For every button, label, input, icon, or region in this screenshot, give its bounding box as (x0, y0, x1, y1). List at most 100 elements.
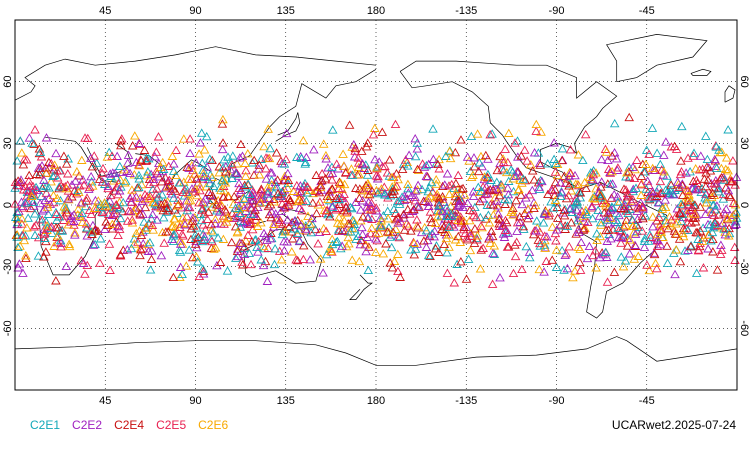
occultation-marker (367, 214, 377, 223)
occultation-marker (555, 191, 566, 201)
occultation-marker (619, 204, 629, 213)
occultation-marker (405, 209, 415, 218)
occultation-marker (409, 204, 419, 214)
occultation-marker (191, 252, 202, 261)
occultation-marker (86, 176, 97, 186)
occultation-marker (696, 151, 706, 160)
occultation-marker (284, 222, 294, 231)
occultation-marker (623, 201, 634, 211)
occultation-marker (615, 196, 625, 206)
occultation-marker (271, 181, 282, 191)
occultation-marker (305, 254, 315, 264)
occultation-marker (633, 251, 644, 260)
occultation-marker (655, 176, 666, 186)
occultation-marker (296, 153, 307, 163)
occultation-marker (39, 204, 50, 213)
occultation-marker (710, 219, 720, 228)
occultation-marker (571, 205, 582, 214)
occultation-marker (406, 245, 416, 254)
occultation-marker (452, 259, 462, 268)
axis-ticks: 45 45 90 90 135 135 180 180 -135 -135 -90 -90 -45 -45… (2, 5, 750, 407)
occultation-marker (453, 231, 464, 241)
occultation-marker (683, 199, 694, 209)
occultation-marker (469, 153, 479, 162)
occultation-marker (446, 179, 457, 189)
coastline (14, 336, 738, 366)
occultation-marker (143, 167, 153, 176)
occultation-marker (235, 208, 245, 217)
occultation-marker (563, 190, 574, 200)
latitude-label: 30 (738, 137, 750, 149)
occultation-marker (226, 237, 237, 247)
occultation-marker (49, 160, 60, 169)
occultation-marker (393, 249, 403, 258)
occultation-marker (363, 180, 373, 190)
occultation-marker (462, 152, 473, 161)
occultation-marker (93, 196, 104, 205)
occultation-marker (231, 168, 241, 177)
occultation-marker (721, 204, 731, 213)
occultation-marker (263, 201, 274, 211)
occultation-marker (237, 257, 247, 266)
occultation-marker (259, 141, 269, 151)
occultation-marker (364, 242, 374, 251)
occultation-marker (612, 165, 623, 174)
occultation-marker (674, 182, 684, 192)
occultation-marker (419, 236, 429, 245)
occultation-marker (466, 231, 477, 241)
occultation-marker (391, 168, 402, 178)
occultation-marker (551, 245, 562, 254)
occultation-marker (287, 247, 297, 256)
occultation-marker (40, 233, 50, 242)
occultation-marker (142, 191, 152, 201)
occultation-marker (178, 187, 188, 197)
occultation-marker (709, 210, 719, 220)
occultation-marker (488, 210, 499, 219)
occultation-marker (722, 213, 733, 222)
occultation-marker (636, 179, 646, 189)
occultation-marker (34, 170, 45, 179)
occultation-marker (215, 183, 225, 192)
occultation-marker (393, 218, 403, 227)
occultation-marker (555, 178, 566, 187)
occultation-marker (357, 195, 368, 205)
occultation-marker (403, 204, 413, 214)
occultation-marker (677, 190, 688, 199)
occultation-marker (521, 193, 531, 202)
occultation-marker (21, 250, 31, 260)
occultation-marker (609, 267, 620, 276)
occultation-marker (619, 201, 629, 211)
occultation-marker (171, 145, 181, 154)
occultation-marker (621, 215, 632, 224)
occultation-marker (513, 152, 523, 161)
occultation-marker (195, 181, 205, 191)
occultation-marker (105, 190, 116, 200)
occultation-marker (678, 200, 688, 210)
occultation-marker (654, 212, 664, 222)
occultation-marker (374, 157, 384, 166)
occultation-marker (207, 236, 217, 246)
map-frame (14, 19, 738, 391)
occultation-marker (662, 258, 673, 267)
occultation-marker (579, 177, 590, 187)
occultation-marker (207, 155, 217, 165)
occultation-marker (361, 246, 371, 256)
occultation-marker (32, 185, 42, 195)
occultation-marker (40, 195, 50, 205)
occultation-marker (701, 198, 712, 207)
occultation-marker (145, 265, 156, 274)
occultation-marker (282, 215, 293, 224)
occultation-marker (15, 241, 25, 250)
occultation-marker (380, 190, 390, 199)
occultation-marker (118, 197, 128, 207)
occultation-marker (515, 175, 525, 184)
occultation-marker (39, 229, 49, 238)
occultation-marker (655, 159, 666, 169)
occultation-marker (628, 194, 638, 204)
occultation-marker (41, 188, 52, 197)
occultation-marker (157, 176, 167, 186)
occultation-marker (186, 224, 197, 233)
occultation-marker (623, 190, 634, 199)
occultation-marker (650, 258, 661, 268)
occultation-marker (409, 249, 420, 259)
